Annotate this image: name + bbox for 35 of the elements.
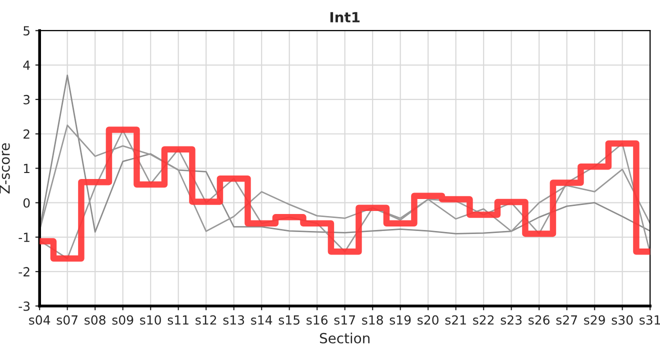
y-tick-label: 3 xyxy=(24,94,30,104)
y-tick-label: 0 xyxy=(23,198,30,208)
x-tick-label: s23 xyxy=(500,315,522,325)
x-tick-label: s27 xyxy=(556,315,577,325)
x-tick-label: s09 xyxy=(112,315,134,325)
x-tick-label: s18 xyxy=(362,315,383,325)
y-tick-label: 1 xyxy=(24,164,30,174)
x-tick-label: s11 xyxy=(168,315,188,325)
y-tick-label: -3 xyxy=(18,301,30,311)
x-tick-label: s21 xyxy=(445,315,466,325)
chart-title: Int1 xyxy=(330,12,360,22)
y-tick-label: -2 xyxy=(18,267,30,276)
y-tick-label: -1 xyxy=(18,232,30,242)
x-tick-label: s20 xyxy=(418,315,438,325)
x-tick-label: s19 xyxy=(390,315,411,325)
x-tick-label: s17 xyxy=(334,315,355,325)
x-tick-label: s15 xyxy=(278,315,300,325)
x-tick-label: s30 xyxy=(612,315,633,325)
x-tick-label: s16 xyxy=(306,315,328,325)
x-tick-label: s29 xyxy=(584,315,605,325)
x-axis-title: Section xyxy=(320,332,370,344)
y-axis-title: Z-score xyxy=(0,143,10,194)
x-tick-label: s10 xyxy=(140,315,161,325)
x-tick-label: s22 xyxy=(473,315,494,325)
x-tick-label: s04 xyxy=(29,315,50,325)
x-tick-label: s26 xyxy=(528,315,550,325)
y-tick-label: 2 xyxy=(24,129,30,139)
y-tick-label: 4 xyxy=(23,60,30,70)
x-tick-label: s13 xyxy=(223,315,244,325)
x-tick-label: s31 xyxy=(640,315,660,325)
x-tick-label: s14 xyxy=(251,315,272,325)
y-tick-label: 5 xyxy=(24,26,30,36)
x-tick-label: s07 xyxy=(56,315,78,325)
x-tick-label: s12 xyxy=(196,315,216,325)
x-tick-label: s08 xyxy=(84,315,106,325)
